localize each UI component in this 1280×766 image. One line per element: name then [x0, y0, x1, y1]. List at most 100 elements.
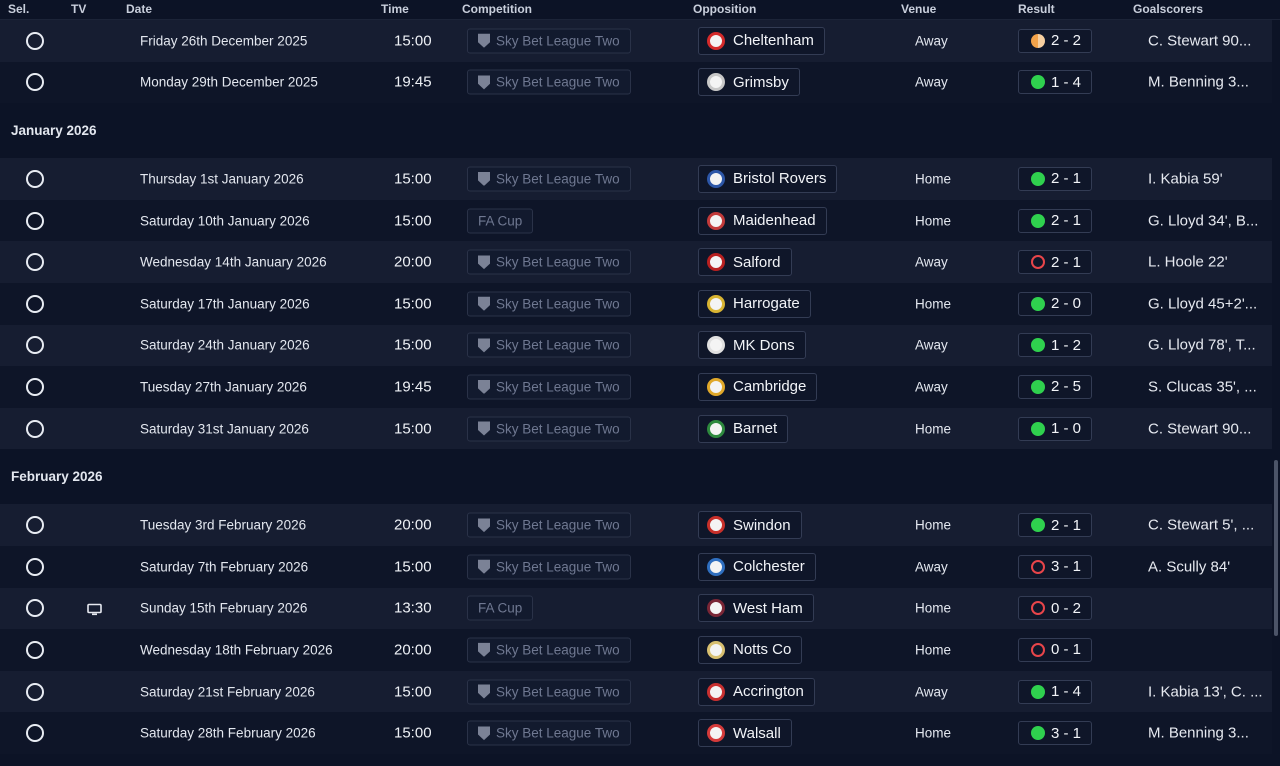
- opposition-chip[interactable]: Swindon: [698, 511, 802, 540]
- result-chip[interactable]: 2 - 0: [1018, 291, 1092, 316]
- col-header-goalscorers[interactable]: Goalscorers: [1133, 2, 1204, 16]
- fixture-date: Sunday 15th February 2026: [140, 600, 308, 616]
- opposition-chip[interactable]: Grimsby: [698, 68, 800, 97]
- result-chip[interactable]: 2 - 2: [1018, 28, 1092, 53]
- table-row[interactable]: Saturday 31st January 2026 15:00 Sky Bet L…: [0, 407, 1272, 450]
- competition-chip[interactable]: Sky Bet League Two: [467, 374, 631, 400]
- opposition-chip[interactable]: Maidenhead: [698, 206, 827, 235]
- table-row[interactable]: Saturday 7th February 2026 15:00 Sky Bet L…: [0, 545, 1272, 588]
- select-radio[interactable]: [26, 169, 44, 188]
- fixture-date: Tuesday 3rd February 2026: [140, 517, 307, 533]
- opposition-chip[interactable]: Salford: [698, 248, 792, 277]
- competition-label: Sky Bet League Two: [496, 684, 620, 700]
- club-badge-icon: [707, 336, 725, 355]
- competition-chip[interactable]: Sky Bet League Two: [467, 249, 631, 275]
- opposition-chip[interactable]: Cambridge: [698, 372, 818, 401]
- select-radio[interactable]: [26, 73, 44, 92]
- competition-chip[interactable]: FA Cup: [467, 208, 534, 234]
- select-radio[interactable]: [26, 31, 44, 50]
- opposition-chip[interactable]: Walsall: [698, 719, 792, 748]
- opposition-chip[interactable]: Bristol Rovers: [698, 164, 838, 193]
- table-row[interactable]: Saturday 17th January 2026 15:00 Sky Bet L…: [0, 282, 1272, 325]
- table-row[interactable]: Saturday 28th February 2026 15:00 Sky Bet …: [0, 712, 1272, 754]
- result-chip[interactable]: 1 - 0: [1018, 416, 1092, 441]
- col-header-opposition[interactable]: Opposition: [693, 2, 757, 16]
- opposition-chip[interactable]: Accrington: [698, 677, 815, 706]
- col-header-tv[interactable]: TV: [71, 2, 87, 16]
- result-chip[interactable]: 2 - 1: [1018, 250, 1092, 275]
- select-radio[interactable]: [26, 377, 44, 396]
- col-header-competition[interactable]: Competition: [462, 2, 532, 16]
- col-header-sel[interactable]: Sel.: [8, 2, 30, 16]
- opposition-name: Cambridge: [733, 378, 807, 396]
- opposition-chip[interactable]: Harrogate: [698, 289, 811, 318]
- competition-chip[interactable]: Sky Bet League Two: [467, 332, 631, 358]
- scrollbar-thumb[interactable]: [1274, 460, 1278, 636]
- result-chip[interactable]: 2 - 1: [1018, 208, 1092, 233]
- result-outcome-icon: [1031, 726, 1045, 741]
- table-row[interactable]: Wednesday 18th February 2026 20:00 Sky Bet…: [0, 629, 1272, 671]
- col-header-venue[interactable]: Venue: [901, 2, 937, 16]
- select-radio[interactable]: [26, 724, 44, 743]
- table-row[interactable]: Saturday 10th January 2026 15:00 FA Cup Mai…: [0, 199, 1272, 242]
- competition-chip[interactable]: Sky Bet League Two: [467, 291, 631, 317]
- col-header-time[interactable]: Time: [381, 2, 409, 16]
- opposition-chip[interactable]: MK Dons: [698, 331, 806, 360]
- opposition-chip[interactable]: Notts Co: [698, 635, 803, 664]
- result-chip[interactable]: 0 - 2: [1018, 596, 1092, 621]
- select-radio[interactable]: [26, 211, 44, 230]
- select-radio[interactable]: [26, 557, 44, 576]
- result-chip[interactable]: 2 - 5: [1018, 374, 1092, 399]
- result-chip[interactable]: 1 - 2: [1018, 333, 1092, 358]
- result-chip[interactable]: 3 - 1: [1018, 554, 1092, 579]
- result-score: 2 - 2: [1051, 32, 1082, 50]
- competition-chip[interactable]: Sky Bet League Two: [467, 69, 631, 95]
- competition-chip[interactable]: Sky Bet League Two: [467, 28, 631, 54]
- table-row[interactable]: Friday 26th December 2025 15:00 Sky Bet Le…: [0, 20, 1272, 62]
- competition-chip[interactable]: Sky Bet League Two: [467, 720, 631, 746]
- competition-chip[interactable]: Sky Bet League Two: [467, 679, 631, 705]
- fixture-date: Tuesday 27th January 2026: [140, 379, 307, 395]
- result-chip[interactable]: 1 - 4: [1018, 679, 1092, 704]
- select-radio[interactable]: [26, 599, 44, 618]
- select-radio[interactable]: [26, 294, 44, 313]
- table-row[interactable]: Thursday 1st January 2026 15:00 Sky Bet Le…: [0, 158, 1272, 200]
- competition-chip[interactable]: Sky Bet League Two: [467, 512, 631, 538]
- select-radio[interactable]: [26, 640, 44, 659]
- competition-chip[interactable]: Sky Bet League Two: [467, 166, 631, 192]
- month-label: February 2026: [11, 469, 103, 485]
- table-row[interactable]: Saturday 21st February 2026 15:00 Sky Bet …: [0, 670, 1272, 713]
- result-chip[interactable]: 2 - 1: [1018, 166, 1092, 191]
- result-chip[interactable]: 0 - 1: [1018, 637, 1092, 662]
- goalscorers: G. Lloyd 34', B...: [1148, 212, 1259, 230]
- opposition-name: Barnet: [733, 420, 778, 438]
- select-radio[interactable]: [26, 682, 44, 701]
- competition-chip[interactable]: Sky Bet League Two: [467, 554, 631, 580]
- result-chip[interactable]: 3 - 1: [1018, 721, 1092, 746]
- select-radio[interactable]: [26, 516, 44, 535]
- table-row[interactable]: Saturday 24th January 2026 15:00 Sky Bet L…: [0, 324, 1272, 367]
- club-badge-icon: [707, 516, 725, 535]
- club-badge-icon: [707, 682, 725, 701]
- table-row[interactable]: Tuesday 27th January 2026 19:45 Sky Bet Le…: [0, 366, 1272, 408]
- opposition-chip[interactable]: West Ham: [698, 594, 814, 623]
- select-radio[interactable]: [26, 253, 44, 272]
- select-radio[interactable]: [26, 419, 44, 438]
- result-chip[interactable]: 1 - 4: [1018, 70, 1092, 95]
- opposition-chip[interactable]: Barnet: [698, 414, 789, 443]
- select-radio[interactable]: [26, 336, 44, 355]
- fixture-date: Monday 29th December 2025: [140, 74, 318, 90]
- competition-chip[interactable]: Sky Bet League Two: [467, 416, 631, 442]
- opposition-chip[interactable]: Colchester: [698, 552, 816, 581]
- scrollbar[interactable]: [1272, 20, 1280, 766]
- table-row[interactable]: Sunday 15th February 2026 13:30 FA Cup West…: [0, 587, 1272, 630]
- col-header-date[interactable]: Date: [126, 2, 153, 16]
- competition-chip[interactable]: Sky Bet League Two: [467, 637, 631, 663]
- table-row[interactable]: Tuesday 3rd February 2026 20:00 Sky Bet Le…: [0, 504, 1272, 546]
- table-row[interactable]: Wednesday 14th January 2026 20:00 Sky Bet …: [0, 241, 1272, 283]
- result-chip[interactable]: 2 - 1: [1018, 513, 1092, 538]
- col-header-result[interactable]: Result: [1018, 2, 1055, 16]
- table-row[interactable]: Monday 29th December 2025 19:45 Sky Bet Le…: [0, 61, 1272, 104]
- competition-chip[interactable]: FA Cup: [467, 595, 534, 621]
- opposition-chip[interactable]: Cheltenham: [698, 26, 825, 55]
